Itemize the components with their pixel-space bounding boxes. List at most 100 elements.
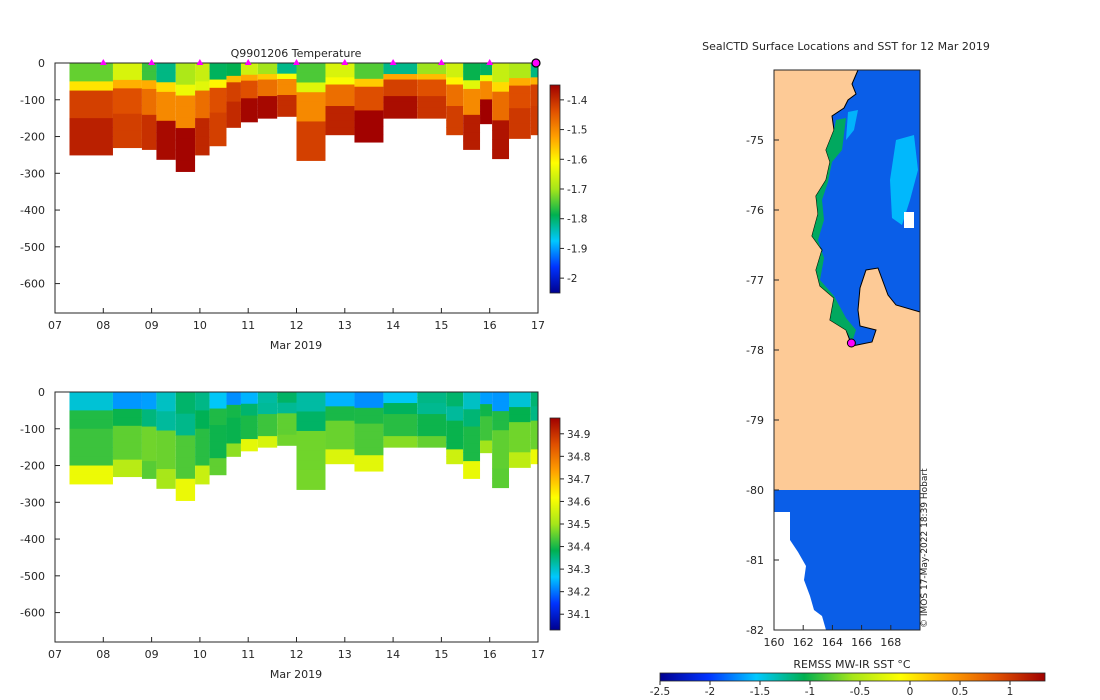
profile-cell [480, 410, 493, 417]
profile-cell [325, 449, 355, 458]
profile-cell [492, 110, 510, 121]
temperature-y-ticks: 0 -100 -200 -300 -400 -500 -600 [20, 57, 60, 291]
profile-column [383, 63, 418, 119]
profile-cell [463, 392, 481, 402]
profile-cell [530, 456, 538, 465]
profile-cell [417, 397, 447, 404]
y-tick-label: 0 [38, 57, 45, 70]
profile-cell [226, 82, 241, 90]
profile-column [277, 63, 297, 117]
profile-column [325, 63, 355, 136]
profile-cell [530, 442, 538, 450]
profile-cell [195, 428, 210, 439]
profile-column [383, 392, 418, 448]
profile-cell [417, 63, 447, 70]
profile-cell [296, 411, 326, 422]
profile-cell [463, 426, 481, 436]
profile-cell [509, 392, 531, 401]
profile-cell [530, 392, 538, 400]
profile-cell [240, 392, 258, 399]
profile-cell [530, 127, 538, 136]
profile-cell [195, 90, 210, 101]
profile-cell [175, 402, 196, 415]
profile-cell [354, 70, 384, 80]
profile-cell [463, 469, 481, 479]
profile-column [257, 392, 278, 448]
profile-cell [175, 84, 196, 97]
imos-watermark: © IMOS 17-May-2022 18:39 Hobart [920, 468, 930, 628]
lat-tick-label: -77 [746, 274, 764, 287]
profile-cell [296, 131, 326, 142]
profile-cell [296, 140, 326, 152]
profile-cell [209, 408, 227, 418]
temperature-surface-markers [99, 58, 541, 68]
profile-cell [112, 96, 142, 106]
profile-cell [277, 397, 297, 404]
profile-cell [240, 444, 258, 452]
profile-cell [480, 75, 493, 82]
profile-cell [383, 79, 418, 86]
profile-cell [354, 431, 384, 440]
profile-cell [195, 118, 210, 128]
profile-cell [209, 79, 227, 89]
profile-cell [417, 408, 447, 415]
profile-cell [175, 138, 196, 151]
profile-cell [141, 63, 157, 73]
profile-cell [509, 70, 531, 79]
profile-cell [530, 106, 538, 114]
ice-free-gap [904, 212, 914, 228]
profile-cell [463, 123, 481, 133]
sst-tick-label: 0 [907, 686, 914, 698]
profile-cell [195, 72, 210, 82]
surface-marker [244, 59, 252, 65]
profile-cell [226, 101, 241, 109]
profile-cell [325, 120, 355, 129]
profile-cell [209, 137, 227, 147]
lat-tick-label: -81 [746, 554, 764, 567]
profile-cell [175, 95, 196, 107]
profile-cell [325, 406, 355, 415]
profile-cell [195, 465, 210, 476]
x-tick-label: 14 [386, 319, 400, 332]
profile-cell [509, 459, 531, 468]
profile-cell [112, 400, 142, 410]
profile-cell [417, 403, 447, 410]
profile-cell [509, 63, 531, 72]
x-tick-label: 08 [96, 648, 110, 661]
profile-cell [156, 101, 176, 112]
surface-marker [293, 59, 300, 65]
profile-cell [69, 127, 113, 138]
profile-cell [156, 401, 176, 412]
profile-cell [175, 128, 196, 140]
profile-cell [446, 413, 464, 422]
profile-cell [156, 130, 176, 141]
profile-cell [69, 465, 113, 476]
profile-cell [296, 92, 326, 103]
profile-cell [240, 397, 258, 405]
profile-cell [492, 149, 510, 160]
profile-cell [141, 452, 157, 462]
profile-cell [463, 443, 481, 453]
temperature-colorbar-ticks: -1.4 -1.5 -1.6 -1.7 -1.8 -1.9 -2 [560, 95, 588, 285]
colorbar-tick-label: -1.7 [567, 184, 588, 196]
profile-cell [463, 97, 481, 107]
profile-cell [277, 94, 297, 101]
profile-cell [383, 96, 418, 103]
profile-cell [383, 441, 418, 448]
profile-cell [463, 80, 481, 90]
profile-cell [141, 461, 157, 471]
profile-cell [141, 392, 157, 402]
profile-cell [156, 478, 176, 489]
profile-cell [175, 117, 196, 129]
x-tick-label: 08 [96, 319, 110, 332]
profile-cell [530, 98, 538, 107]
profile-cell [463, 63, 481, 73]
profile-cell [112, 442, 142, 452]
profile-column [209, 392, 227, 476]
profile-cell [226, 120, 241, 128]
profile-cell [195, 456, 210, 467]
profile-cell [240, 86, 258, 93]
profile-cell [492, 430, 510, 441]
seal-location-marker [846, 338, 856, 348]
profile-cell [492, 439, 510, 450]
